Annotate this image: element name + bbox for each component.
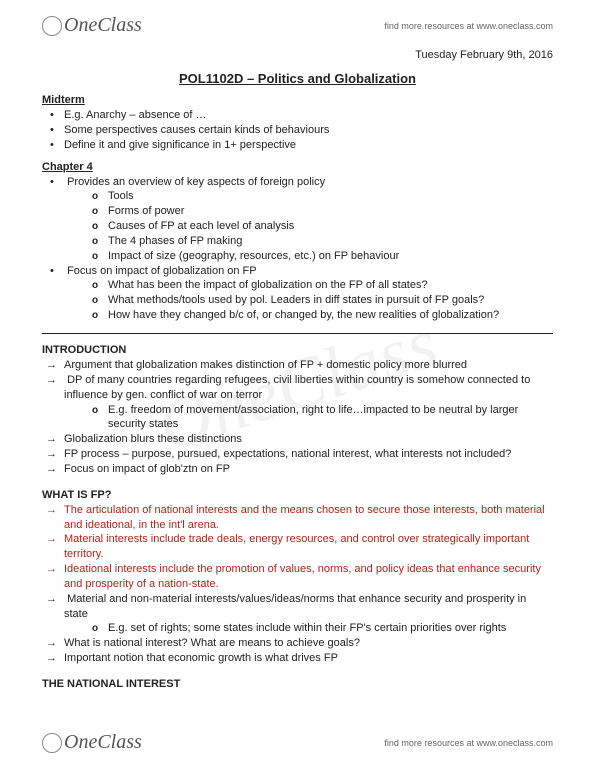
sub-item: Tools [108, 189, 553, 204]
sub-item: What has been the impact of globalizatio… [108, 278, 553, 293]
list-item: FP process – purpose, pursued, expectati… [64, 447, 553, 462]
logo-circle-icon [42, 733, 62, 753]
chapter4-heading: Chapter 4 [42, 161, 553, 173]
list-item: DP of many countries regarding refugees,… [64, 373, 553, 432]
find-more-link[interactable]: find more resources at www.oneclass.com [384, 738, 553, 748]
find-more-link[interactable]: find more resources at www.oneclass.com [384, 21, 553, 31]
item-text: Provides an overview of key aspects of f… [67, 176, 325, 188]
list-item: Globalization blurs these distinctions [64, 432, 553, 447]
sub-item: E.g. freedom of movement/association, ri… [108, 403, 553, 433]
introduction-heading: INTRODUCTION [42, 344, 553, 356]
sub-item: What methods/tools used by pol. Leaders … [108, 293, 553, 308]
list-item: Focus on impact of glob'ztn on FP [64, 462, 553, 477]
logo-text: OneClass [64, 14, 142, 36]
sub-item: E.g. set of rights; some states include … [108, 621, 553, 636]
top-bar: OneClass find more resources at www.onec… [42, 14, 553, 43]
list-item: The articulation of national interests a… [64, 503, 553, 533]
sub-item: Impact of size (geography, resources, et… [108, 249, 553, 264]
list-item: Material and non-material interests/valu… [64, 592, 553, 637]
whatisfp-heading: WHAT IS FP? [42, 489, 553, 501]
midterm-heading: Midterm [42, 94, 553, 106]
sub-item: How have they changed b/c of, or changed… [108, 308, 553, 323]
sub-item: Forms of power [108, 204, 553, 219]
bottom-bar: OneClass find more resources at www.onec… [42, 731, 553, 760]
list-item: Ideational interests include the promoti… [64, 562, 553, 592]
sub-item: Causes of FP at each level of analysis [108, 219, 553, 234]
list-item: E.g. Anarchy – absence of … [64, 108, 553, 123]
item-text: Focus on impact of globalization on FP [67, 265, 257, 277]
national-interest-heading: THE NATIONAL INTEREST [42, 678, 553, 690]
list-item: Material interests include trade deals, … [64, 532, 553, 562]
list-item: Provides an overview of key aspects of f… [64, 175, 553, 264]
date: Tuesday February 9th, 2016 [42, 49, 553, 61]
list-item: Focus on impact of globalization on FP W… [64, 264, 553, 323]
logo-text: OneClass [64, 731, 142, 753]
list-item: Argument that globalization makes distin… [64, 358, 553, 373]
midterm-list: E.g. Anarchy – absence of … Some perspec… [42, 108, 553, 153]
sub-item: The 4 phases of FP making [108, 234, 553, 249]
divider [42, 333, 553, 334]
logo-circle-icon [42, 16, 62, 36]
item-text: Material and non-material interests/valu… [64, 593, 526, 620]
logo: OneClass [42, 731, 142, 754]
page: OneClass find more resources at www.onec… [0, 0, 595, 690]
logo: OneClass [42, 14, 142, 37]
introduction-list: Argument that globalization makes distin… [42, 358, 553, 477]
list-item: Some perspectives causes certain kinds o… [64, 123, 553, 138]
list-item: Important notion that economic growth is… [64, 651, 553, 666]
page-title: POL1102D – Politics and Globalization [42, 71, 553, 86]
chapter4-list: Provides an overview of key aspects of f… [42, 175, 553, 323]
list-item: Define it and give significance in 1+ pe… [64, 138, 553, 153]
whatisfp-list: The articulation of national interests a… [42, 503, 553, 666]
list-item: What is national interest? What are mean… [64, 636, 553, 651]
item-text: DP of many countries regarding refugees,… [64, 374, 530, 401]
